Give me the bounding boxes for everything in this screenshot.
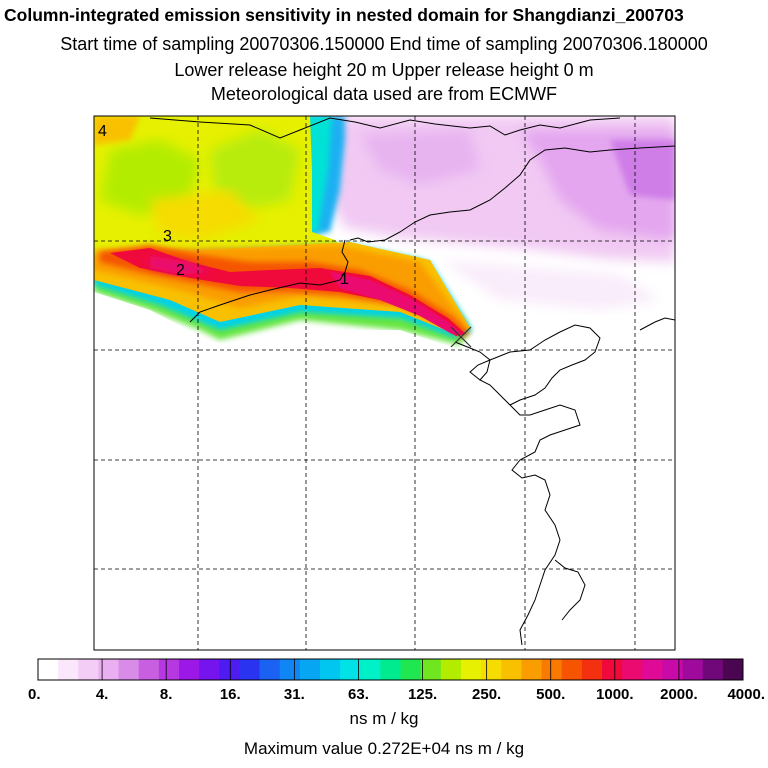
colorbar-tick-label: 125.: [408, 686, 437, 703]
colorbar-cell: [199, 659, 220, 680]
colorbar-cell: [461, 659, 482, 680]
colorbar-tick-label: 250.: [472, 686, 501, 703]
colorbar-cell: [380, 659, 402, 680]
trajectory-label-1: 1: [340, 271, 349, 288]
colorbar-cell: [501, 659, 522, 680]
colorbar-tick-label: 8.: [160, 686, 173, 703]
colorbar-cell: [38, 659, 59, 680]
colorbar-tick-label: 4000.: [727, 686, 765, 703]
sampling-time-text: Start time of sampling 20070306.150000 E…: [60, 34, 708, 54]
coastline: [149, 117, 676, 646]
colorbar-cell: [138, 659, 160, 680]
colorbar-tick-label: 500.: [536, 686, 565, 703]
colorbar-cell: [259, 659, 281, 680]
colorbar-cell: [541, 659, 563, 680]
lat-lon-grid: [94, 116, 675, 650]
colorbar-cell: [420, 659, 442, 680]
colorbar-cell: [279, 659, 301, 680]
colorbar-cell: [98, 659, 120, 680]
trajectory-label-4: 4: [98, 123, 107, 140]
colorbar-cell: [481, 659, 502, 680]
colorbar-cell: [400, 659, 422, 680]
colorbar-cell: [702, 659, 724, 680]
colorbar-cell: [299, 659, 321, 680]
colorbar-cell: [561, 659, 583, 680]
colorbar-units: ns m / kg: [349, 709, 419, 728]
colorbar-tick-label: 0.: [28, 686, 41, 703]
release-height-text: Lower release height 20 m Upper release …: [174, 60, 594, 80]
colorbar-cell: [118, 659, 140, 680]
plot-title: Column-integrated emission sensitivity i…: [4, 5, 684, 25]
colorbar-cell: [662, 659, 684, 680]
colorbar-cell: [320, 659, 341, 680]
colorbar-cell: [602, 659, 623, 680]
colorbar-cell: [179, 659, 200, 680]
colorbar-cell: [360, 659, 381, 680]
map-frame: [93, 115, 676, 651]
colorbar-cell: [340, 659, 361, 680]
colorbar-cell: [78, 659, 99, 680]
colorbar-cell: [722, 659, 744, 680]
colorbar-cell: [682, 659, 704, 680]
colorbar-cell: [521, 659, 543, 680]
colorbar-cell: [581, 659, 603, 680]
met-data-text: Meteorological data used are from ECMWF: [210, 84, 558, 104]
colorbar-cell: [219, 659, 240, 680]
colorbar-tick-label: 31.: [284, 686, 305, 703]
colorbar-cell: [440, 659, 462, 680]
trajectory-label-2: 2: [176, 262, 185, 279]
receptor-marker-icon: [450, 326, 472, 348]
colorbar-cell: [622, 659, 643, 680]
colorbar-tick-label: 2000.: [660, 686, 698, 703]
maximum-value-text: Maximum value 0.272E+04 ns m / kg: [243, 739, 525, 758]
colorbar-cell: [642, 659, 663, 680]
colorbar-tick-label: 63.: [348, 686, 369, 703]
colorbar-tick-label: 4.: [96, 686, 109, 703]
colorbar-cell: [158, 659, 180, 680]
trajectory-label-3: 3: [163, 228, 172, 245]
sensitivity-field: [94, 116, 675, 650]
colorbar-cell: [58, 659, 79, 680]
colorbar-tick-label: 16.: [220, 686, 241, 703]
colorbar-tick-label: 1000.: [596, 686, 634, 703]
colorbar-cell: [239, 659, 261, 680]
